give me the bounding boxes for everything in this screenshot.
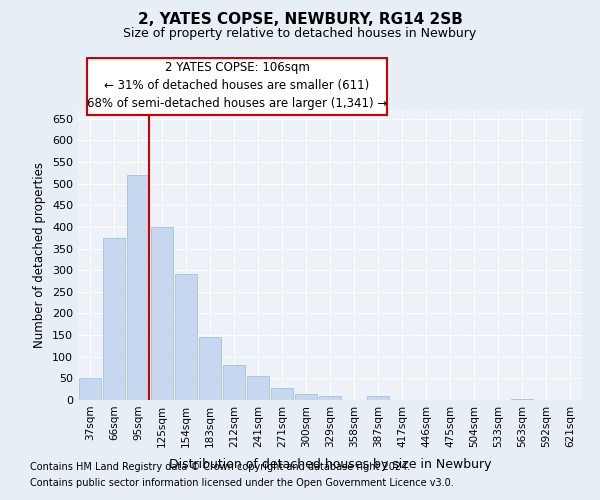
Bar (295, 394, 317, 400)
Text: 2, YATES COPSE, NEWBURY, RG14 2SB: 2, YATES COPSE, NEWBURY, RG14 2SB (137, 12, 463, 28)
Bar (103, 238, 125, 400)
Bar (247, 376, 269, 400)
Bar (127, 175, 149, 400)
Bar (319, 396, 341, 400)
Text: Size of property relative to detached houses in Newbury: Size of property relative to detached ho… (124, 28, 476, 40)
Bar (223, 366, 245, 400)
Bar (199, 337, 221, 400)
Text: 2 YATES COPSE: 106sqm
← 31% of detached houses are smaller (611)
68% of semi-det: 2 YATES COPSE: 106sqm ← 31% of detached … (87, 62, 387, 110)
Bar (79, 378, 101, 400)
Bar (367, 396, 389, 400)
Bar (511, 399, 533, 400)
Y-axis label: Number of detached properties: Number of detached properties (34, 162, 46, 348)
X-axis label: Distribution of detached houses by size in Newbury: Distribution of detached houses by size … (169, 458, 491, 471)
Text: Contains HM Land Registry data © Crown copyright and database right 2024.: Contains HM Land Registry data © Crown c… (30, 462, 410, 472)
Bar (271, 388, 293, 400)
Text: Contains public sector information licensed under the Open Government Licence v3: Contains public sector information licen… (30, 478, 454, 488)
Bar (151, 227, 173, 400)
Bar (175, 274, 197, 400)
